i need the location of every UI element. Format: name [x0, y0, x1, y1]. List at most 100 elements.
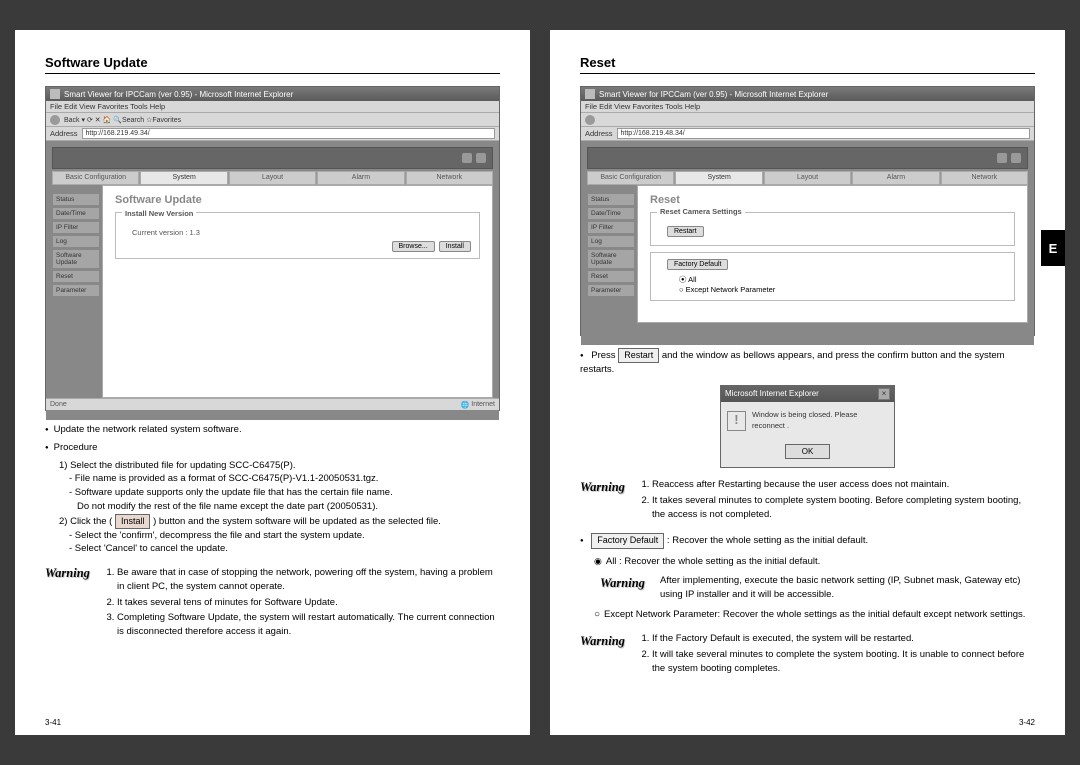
main-panel: Software Update Install New Version Curr…	[102, 185, 493, 398]
status-right: 🌐 Internet	[461, 401, 495, 409]
main-panel: Reset Reset Camera Settings Restart Fact…	[637, 185, 1028, 323]
reset-fieldset: Reset Camera Settings Restart	[650, 212, 1015, 246]
warning-icon: !	[727, 411, 746, 431]
sidebar-item[interactable]: Log	[52, 235, 100, 248]
fieldset-title: Reset Camera Settings	[657, 207, 745, 216]
sidebar-item[interactable]: IP Filter	[587, 221, 635, 234]
banner-icon	[997, 153, 1007, 163]
tab-basic[interactable]: Basic Configuration	[52, 171, 139, 185]
address-bar: Address http://168.219.49.34/	[46, 127, 499, 141]
status-right-text: Internet	[471, 401, 495, 408]
panel-title: Software Update	[115, 194, 480, 206]
browser-menu: File Edit View Favorites Tools Help	[581, 101, 1034, 113]
tab-network[interactable]: Network	[406, 171, 493, 185]
radio-all-desc: All : Recover the whole setting as the i…	[580, 555, 1035, 569]
dialog-title-bar: Microsoft Internet Explorer ×	[721, 386, 894, 402]
install-button[interactable]: Install	[439, 241, 471, 252]
side-menu: Status Date/Time IP Filter Log Software …	[587, 193, 635, 298]
warning-text: After implementing, execute the basic ne…	[660, 574, 1035, 602]
dialog-btn-row: OK	[721, 440, 894, 468]
section-tab: E	[1041, 230, 1065, 266]
browse-button[interactable]: Browse...	[392, 241, 435, 252]
address-label: Address	[50, 129, 78, 138]
proc-line: - Select the 'confirm', decompress the f…	[45, 529, 500, 543]
radio-all[interactable]: ⦿ All	[679, 275, 697, 284]
top-banner	[587, 147, 1028, 169]
current-version: Current version : 1.3	[124, 228, 471, 237]
tab-basic[interactable]: Basic Configuration	[587, 171, 674, 185]
tab-network[interactable]: Network	[941, 171, 1028, 185]
text: ) button and the system software will be…	[153, 516, 441, 527]
browser-title-bar: Smart Viewer for IPCCam (ver 0.95) - Mic…	[46, 87, 499, 101]
radio-except[interactable]: ○ Except Network Parameter	[679, 285, 775, 294]
text: : Recover the whole setting as the initi…	[664, 535, 868, 546]
restart-btn-inline: Restart	[618, 348, 659, 363]
proc-line: - File name is provided as a format of S…	[45, 472, 500, 486]
back-icon[interactable]	[585, 115, 595, 125]
sidebar-item[interactable]: Software Update	[52, 249, 100, 269]
page-spread: Software Update Smart Viewer for IPCCam …	[0, 0, 1080, 765]
status-left: Done	[50, 401, 67, 408]
side-menu: Status Date/Time IP Filter Log Software …	[52, 193, 100, 298]
install-fieldset: Install New Version Current version : 1.…	[115, 212, 480, 259]
sidebar-item[interactable]: Status	[52, 193, 100, 206]
fieldset-title: Install New Version	[122, 209, 196, 218]
back-icon[interactable]	[50, 115, 60, 125]
ie-dialog: Microsoft Internet Explorer × ! Window i…	[720, 385, 895, 468]
toolbar-text: Back ▾ ⟳ ✕ 🏠 🔍Search ☆Favorites	[64, 116, 181, 124]
dialog-title: Microsoft Internet Explorer	[725, 388, 819, 400]
sidebar-item[interactable]: Date/Time	[587, 207, 635, 220]
tab-alarm[interactable]: Alarm	[852, 171, 939, 185]
tab-layout[interactable]: Layout	[229, 171, 316, 185]
radio-row: ○ Except Network Parameter	[659, 285, 1006, 294]
restart-button[interactable]: Restart	[667, 226, 704, 237]
warn-item: Completing Software Update, the system w…	[117, 611, 500, 639]
top-banner	[52, 147, 493, 169]
status-bar: Done 🌐 Internet	[46, 398, 499, 410]
factory-default-button[interactable]: Factory Default	[667, 259, 728, 270]
tab-system[interactable]: System	[675, 171, 762, 185]
content-area: Basic Configuration System Layout Alarm …	[581, 141, 1034, 345]
proc-line: - Software update supports only the upda…	[45, 486, 500, 500]
sidebar-item[interactable]: Reset	[52, 270, 100, 283]
close-icon[interactable]: ×	[878, 388, 890, 400]
sidebar-item[interactable]: Log	[587, 235, 635, 248]
warning-label: Warning	[580, 632, 640, 677]
proc-line: 2) Click the ( Install ) button and the …	[45, 514, 500, 529]
banner-icon	[476, 153, 486, 163]
warning-text: If the Factory Default is executed, the …	[640, 632, 1035, 677]
bullet: Factory Default : Recover the whole sett…	[580, 533, 1035, 548]
ok-button[interactable]: OK	[785, 444, 831, 460]
sidebar-item[interactable]: Status	[587, 193, 635, 206]
warn-item: If the Factory Default is executed, the …	[652, 632, 1035, 646]
page-title: Reset	[580, 55, 1035, 74]
warn-item: It takes several minutes to complete sys…	[652, 494, 1035, 522]
warning-label: Warning	[600, 574, 660, 602]
sidebar-item[interactable]: Date/Time	[52, 207, 100, 220]
sidebar-item[interactable]: Software Update	[587, 249, 635, 269]
body-text: Update the network related system softwa…	[45, 423, 500, 556]
tab-layout[interactable]: Layout	[764, 171, 851, 185]
software-update-screenshot: Smart Viewer for IPCCam (ver 0.95) - Mic…	[45, 86, 500, 411]
bullet: Press Restart and the window as bellows …	[580, 348, 1035, 377]
tab-alarm[interactable]: Alarm	[317, 171, 404, 185]
browser-menu: File Edit View Favorites Tools Help	[46, 101, 499, 113]
config-tabs: Basic Configuration System Layout Alarm …	[587, 171, 1028, 185]
factory-btn-inline: Factory Default	[591, 533, 664, 548]
text: 2) Click the (	[59, 516, 112, 527]
warn-item: It will take several minutes to complete…	[652, 648, 1035, 676]
sidebar-item[interactable]: IP Filter	[52, 221, 100, 234]
sidebar-item[interactable]: Reset	[587, 270, 635, 283]
address-input[interactable]: http://168.219.48.34/	[617, 128, 1030, 139]
bullet: Update the network related system softwa…	[45, 423, 500, 437]
banner-icon	[462, 153, 472, 163]
install-btn-inline: Install	[115, 514, 151, 529]
warning-label: Warning	[580, 478, 640, 523]
panel-title: Reset	[650, 194, 1015, 206]
tab-system[interactable]: System	[140, 171, 227, 185]
sidebar-item[interactable]: Parameter	[52, 284, 100, 297]
sidebar-item[interactable]: Parameter	[587, 284, 635, 297]
warning-block: Warning Be aware that in case of stoppin…	[45, 566, 500, 641]
browser-toolbar: Back ▾ ⟳ ✕ 🏠 🔍Search ☆Favorites	[46, 113, 499, 127]
address-input[interactable]: http://168.219.49.34/	[82, 128, 495, 139]
